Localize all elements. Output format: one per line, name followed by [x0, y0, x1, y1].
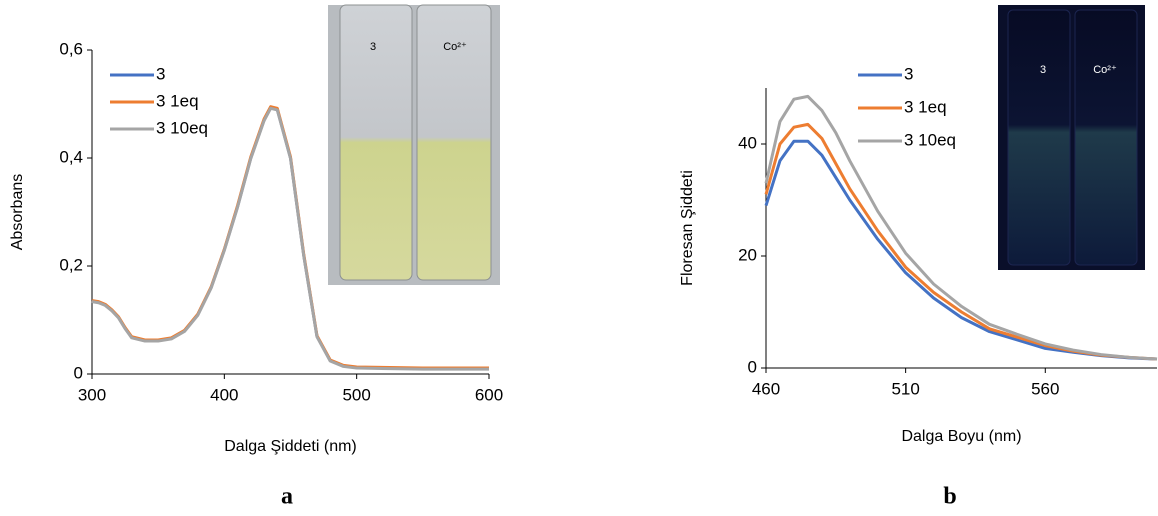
y-tick-label: 0	[748, 357, 757, 376]
y-tick-label: 20	[738, 245, 757, 264]
y-axis-label: Absorbans	[9, 174, 26, 251]
legend-label: 3	[156, 64, 165, 83]
x-tick-label: 600	[475, 385, 503, 404]
photo-label: Co²⁺	[443, 41, 467, 53]
x-tick-label: 510	[891, 379, 919, 398]
y-axis-label: Floresan Şiddeti	[679, 170, 696, 286]
y-tick-label: 40	[738, 133, 757, 152]
legend-label: 3	[904, 64, 913, 83]
photo-b	[998, 5, 1145, 270]
data-line	[91, 106, 489, 371]
x-tick-label: 400	[210, 385, 238, 404]
legend-label: 3 10eq	[156, 118, 208, 137]
legend-label: 3 1eq	[156, 91, 199, 110]
photo-label: Co²⁺	[1093, 64, 1117, 76]
legend-label: 3 1eq	[904, 97, 947, 116]
x-tick-label: 300	[78, 385, 106, 404]
x-tick-label: 500	[342, 385, 370, 404]
y-tick-label: 0,6	[59, 39, 83, 58]
photo-a	[328, 4, 500, 285]
y-tick-label: 0,2	[59, 255, 83, 274]
x-tick-label: 560	[1031, 379, 1059, 398]
legend-label: 3 10eq	[904, 130, 956, 149]
y-tick-label: 0,4	[59, 147, 83, 166]
x-axis-label: Dalga Boyu (nm)	[901, 428, 1021, 445]
data-line	[764, 94, 1158, 361]
x-axis-label: Dalga Şiddeti (nm)	[224, 438, 357, 455]
panel-label: b	[943, 484, 956, 510]
x-tick-label: 460	[752, 379, 780, 398]
photo-label: 3	[1040, 64, 1046, 76]
y-tick-label: 0	[74, 363, 83, 382]
photo-label: 3	[370, 41, 376, 53]
panel-label: a	[281, 484, 293, 510]
